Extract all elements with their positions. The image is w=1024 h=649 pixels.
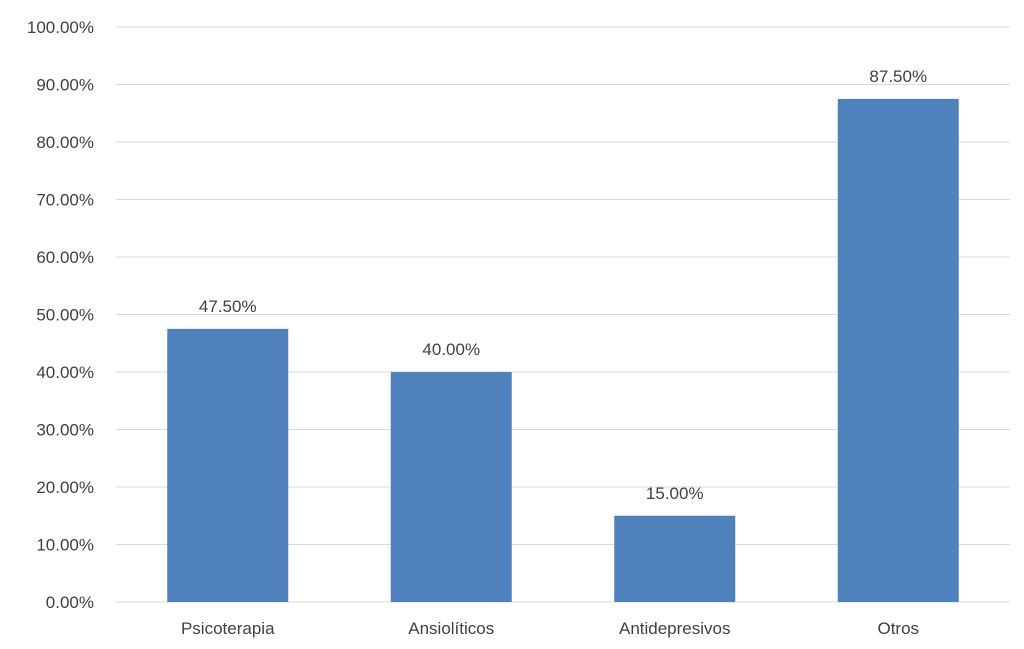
bar	[837, 98, 959, 602]
bar	[167, 328, 289, 602]
data-labels: 47.50% 40.00% 15.00% 87.50%	[199, 67, 927, 503]
bar	[390, 372, 512, 602]
y-tick-label: 10.00%	[36, 536, 94, 555]
y-tick-label: 70.00%	[36, 191, 94, 210]
y-tick-label: 30.00%	[36, 421, 94, 440]
y-tick-label: 40.00%	[36, 363, 94, 382]
y-tick-label: 80.00%	[36, 133, 94, 152]
y-axis-ticks: 0.00% 10.00% 20.00% 30.00% 40.00% 50.00% 60.00…	[27, 18, 94, 612]
x-axis-categories: Psicoterapia Ansiolíticos Antidepresivos Ot…	[181, 619, 919, 638]
bar	[614, 515, 736, 602]
y-tick-label: 0.00%	[46, 593, 94, 612]
y-tick-label: 50.00%	[36, 306, 94, 325]
data-label: 15.00%	[646, 484, 704, 503]
x-category-label: Otros	[877, 619, 919, 638]
data-label: 47.50%	[199, 297, 257, 316]
x-category-label: Antidepresivos	[619, 619, 731, 638]
data-label: 40.00%	[422, 340, 480, 359]
y-tick-label: 90.00%	[36, 76, 94, 95]
data-label: 87.50%	[869, 67, 927, 86]
y-tick-label: 60.00%	[36, 248, 94, 267]
y-tick-label: 20.00%	[36, 478, 94, 497]
x-category-label: Ansiolíticos	[408, 619, 494, 638]
x-category-label: Psicoterapia	[181, 619, 275, 638]
bars	[167, 98, 959, 602]
y-tick-label: 100.00%	[27, 18, 94, 37]
